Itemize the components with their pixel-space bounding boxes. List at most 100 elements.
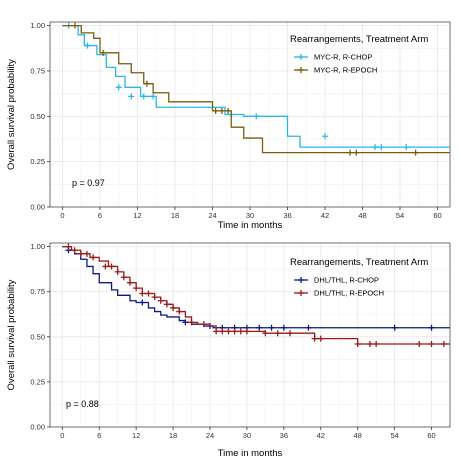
y-tick-label: 0.50 [30,112,45,121]
censor-mark [280,324,287,331]
y-tick-label: 0.25 [30,377,45,386]
censor-mark [268,324,275,331]
x-tick-label: 18 [169,431,177,440]
censor-mark [256,324,263,331]
censor-mark [150,93,157,100]
censor-mark [218,107,225,114]
x-tick-label: 6 [98,211,102,220]
km-chart-myc: 0 6 12 18 24 30 36 42 48 54 60 0.00 0.25 0.50 0.75 1.00… [6,21,451,231]
x-tick-label: 0 [60,211,64,220]
censor-mark [322,133,328,140]
legend-key-marker [298,290,304,296]
x-tick-label: 36 [283,211,291,220]
x-tick-label: 54 [390,431,398,440]
censor-mark [225,107,232,114]
x-tick-label: 42 [321,211,329,220]
censor-mark [212,107,219,114]
censor-mark [311,335,318,342]
p-value-annotation: p = 0.88 [66,399,99,409]
censor-mark [243,328,250,335]
legend-key-marker [298,54,304,60]
censor-mark [140,93,147,100]
x-tick-label: 12 [132,431,140,440]
censor-mark [114,268,121,275]
y-tick-label: 1.00 [30,21,45,30]
censor-mark [115,84,122,91]
censor-mark [163,301,170,308]
legend-label: DHL/THL, R-EPOCH [314,289,384,298]
x-tick-label: 24 [208,211,216,220]
censor-mark [77,250,84,257]
censor-mark [151,294,158,301]
censor-mark [120,274,127,281]
censor-mark [231,328,238,335]
censor-mark [305,324,312,331]
censor-mark [143,80,150,87]
censor-mark [412,149,419,156]
censor-mark [372,144,378,151]
censor-mark [373,341,380,348]
censor-mark [102,263,109,270]
censor-mark [157,297,164,304]
plot-panel [50,243,450,427]
censor-mark [416,341,423,348]
x-axis-title: Time in months [218,448,283,459]
censor-mark [128,93,135,100]
censor-mark [145,290,152,297]
x-tick-label: 42 [317,431,325,440]
censor-mark [428,341,435,348]
censor-mark [84,42,91,49]
x-tick-label: 36 [280,431,288,440]
x-tick-label: 6 [97,431,101,440]
censor-mark [176,308,183,315]
censor-mark [347,149,353,156]
censor-mark [83,250,90,257]
p-value-annotation: p = 0.97 [72,178,105,188]
censor-mark [428,324,435,331]
censor-mark [108,263,115,270]
km-curve-1 [62,245,450,329]
y-tick-label: 0.00 [30,423,45,432]
x-axis-title: Time in months [218,220,283,231]
censor-mark [367,341,373,348]
censor-mark [225,328,232,335]
censor-mark [182,319,189,326]
censor-mark [262,330,269,337]
censor-mark [90,254,97,261]
legend-title: Rearrangements, Treatment Arm [290,34,428,45]
x-tick-label: 12 [133,211,141,220]
x-tick-label: 60 [433,211,441,220]
censor-mark [133,285,140,292]
censor-mark [71,247,78,254]
censor-mark [219,328,226,335]
plot-frame [49,242,451,428]
y-tick-label: 0.75 [30,66,45,75]
censor-mark [65,243,72,250]
censor-mark [237,328,244,335]
y-tick-label: 0.00 [30,203,45,212]
x-tick-label: 30 [243,431,251,440]
censor-mark [403,144,410,151]
y-tick-label: 0.25 [30,157,45,166]
censor-mark [127,279,133,286]
censor-mark [317,335,324,342]
y-tick-label: 0.50 [30,332,45,341]
km-chart-dhl-thl: 0 6 12 18 24 30 36 42 48 54 60 0.00 0.25 0.50 0.75 1.00… [6,242,451,459]
x-tick-label: 48 [358,211,366,220]
censor-mark [274,330,281,337]
censor-mark [100,49,107,56]
censor-mark [440,341,447,348]
legend-label: DHL/THL, R-CHOP [314,276,379,285]
censor-mark [353,149,360,156]
legend-key-marker [298,67,304,73]
censor-mark [170,304,177,311]
censor-mark [354,341,361,348]
censor-mark [287,330,293,337]
x-tick-label: 0 [60,431,64,440]
censor-mark [213,328,220,335]
censor-mark [139,290,146,297]
censor-mark [253,113,260,120]
x-tick-label: 60 [427,431,435,440]
censor-mark [72,22,78,29]
